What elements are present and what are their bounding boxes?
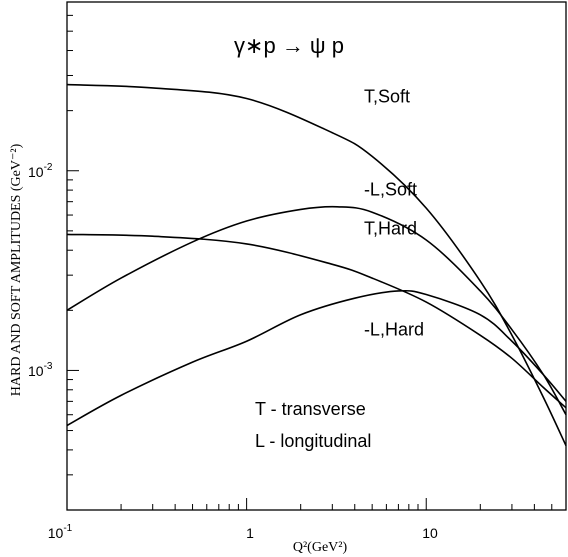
y-tick-label-1: 10-3 <box>28 361 53 379</box>
series-line-3 <box>66 289 567 427</box>
x-tick-label-2: 10 <box>422 525 438 541</box>
x-tick-label-0: 10-1 <box>48 523 73 541</box>
series-label-0: T,Soft <box>364 86 410 106</box>
major-ticks <box>66 170 427 510</box>
curves <box>66 83 567 446</box>
x-tick-label-1: 1 <box>246 525 254 541</box>
curve-labels: T,Soft -L,Soft T,Hard -L,Hard <box>364 86 424 339</box>
series-line-1 <box>66 205 567 416</box>
x-axis-label: Q²(GeV²) <box>293 540 348 555</box>
chart-title: γ∗p → ψ p <box>234 33 344 58</box>
minor-ticks <box>67 1 567 511</box>
y-axis-label: HARD AND SOFT AMPLITUDES (GeV⁻²) <box>9 143 24 396</box>
note-transverse: T - transverse <box>255 399 366 419</box>
series-label-2: T,Hard <box>364 218 417 238</box>
plot-frame <box>66 1 567 511</box>
series-line-2 <box>66 233 567 409</box>
y-tick-label-0: 10-2 <box>28 162 53 180</box>
series-label-1: -L,Soft <box>364 180 417 200</box>
note-longitudinal: L - longitudinal <box>255 431 371 451</box>
series-label-3: -L,Hard <box>364 319 424 339</box>
series-line-0 <box>66 83 567 446</box>
